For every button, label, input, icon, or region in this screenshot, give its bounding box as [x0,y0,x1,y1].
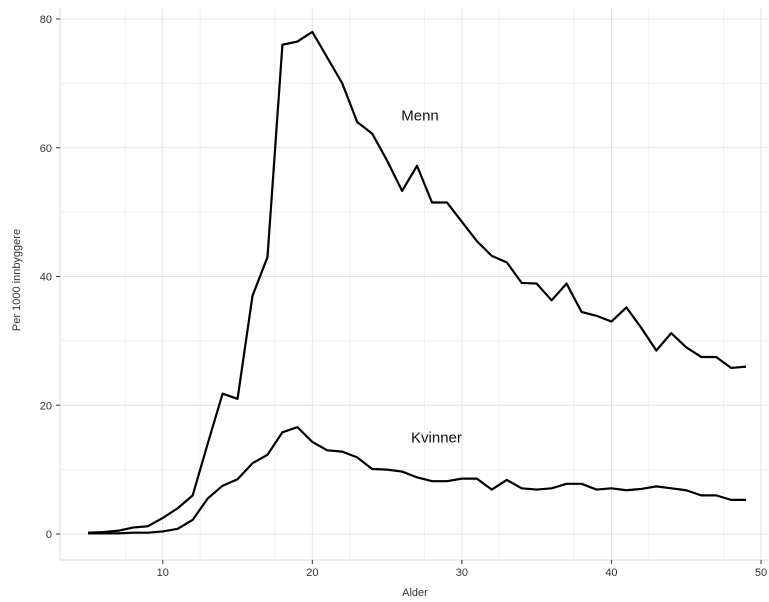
x-tick-label: 10 [157,567,169,579]
x-tick-label: 30 [456,567,468,579]
y-tick-label: 80 [40,14,52,26]
y-ticks: 0 20 40 60 80 [40,14,60,541]
y-tick-label: 20 [40,400,52,412]
y-tick-label: 60 [40,143,52,155]
series-line-kvinner [88,426,747,535]
x-ticks: 10 20 30 40 50 [157,560,767,579]
series-label-kvinner: Kvinner [411,429,462,446]
axes [59,8,768,561]
series-line-menn [87,30,747,534]
x-tick-label: 50 [755,567,767,579]
y-axis-title: Per 1000 innbyggere [11,229,23,331]
grid [60,8,768,560]
x-axis-title: Alder [402,587,428,599]
series-label-menn: Menn [401,108,439,125]
plot-area [60,8,768,560]
series-lines [87,30,747,535]
y-tick-label: 0 [46,529,52,541]
x-tick-label: 40 [605,567,617,579]
series-labels: Menn Kvinner [401,108,462,447]
y-tick-label: 40 [40,272,52,284]
x-tick-label: 20 [306,567,318,579]
